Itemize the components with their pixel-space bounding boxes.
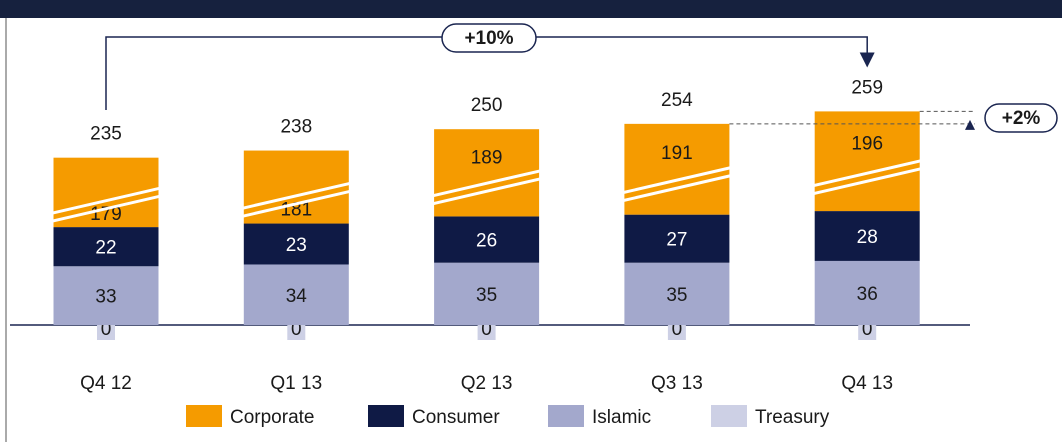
total-label: 254 bbox=[661, 90, 693, 111]
value-label: 35 bbox=[476, 285, 497, 306]
bar-segment bbox=[624, 214, 730, 263]
value-label: 36 bbox=[857, 284, 878, 305]
axis-break bbox=[235, 188, 358, 220]
value-label: 26 bbox=[476, 231, 497, 252]
value-label: 35 bbox=[666, 285, 687, 306]
value-label: 33 bbox=[95, 287, 116, 308]
legend-label: Treasury bbox=[755, 407, 830, 428]
value-label: 28 bbox=[857, 227, 878, 248]
bar-segment bbox=[53, 227, 159, 267]
axis-break bbox=[45, 185, 167, 217]
annotation-oval bbox=[984, 103, 1058, 133]
axis-break bbox=[45, 193, 167, 225]
axis-break bbox=[425, 175, 548, 207]
bar-segment bbox=[243, 264, 349, 325]
legend-swatch bbox=[711, 405, 747, 427]
value-label: 0 bbox=[291, 319, 302, 340]
value-label: 27 bbox=[666, 230, 687, 251]
value-label: 0 bbox=[672, 319, 683, 340]
x-tick-label: Q4 13 bbox=[841, 373, 893, 394]
value-label: 0 bbox=[101, 319, 112, 340]
value-label: 189 bbox=[471, 147, 503, 168]
total-label: 259 bbox=[851, 77, 883, 98]
legend-swatch bbox=[548, 405, 584, 427]
bar-segment bbox=[434, 262, 540, 325]
total-label: 250 bbox=[471, 95, 503, 116]
bar-segment bbox=[434, 129, 540, 217]
header-bar bbox=[0, 0, 1062, 18]
annotation: +10% bbox=[464, 28, 513, 49]
axis-break bbox=[806, 165, 929, 197]
bar-segment bbox=[624, 123, 730, 215]
x-tick-label: Q2 13 bbox=[461, 373, 513, 394]
bar-segment bbox=[243, 223, 349, 265]
value-label: 22 bbox=[95, 238, 116, 259]
annotation-oval bbox=[441, 23, 537, 53]
annotation: +2% bbox=[1002, 108, 1041, 129]
x-tick-label: Q4 12 bbox=[80, 373, 132, 394]
bar-segment bbox=[624, 262, 730, 325]
arrow-head bbox=[965, 119, 975, 130]
value-label: 0 bbox=[481, 319, 492, 340]
axis-break bbox=[235, 180, 358, 212]
axis-break bbox=[425, 167, 548, 199]
total-label: 235 bbox=[90, 124, 122, 145]
bar-segment bbox=[53, 266, 159, 325]
x-tick-label: Q3 13 bbox=[651, 373, 703, 394]
value-label: 23 bbox=[286, 235, 307, 256]
x-tick-label: Q1 13 bbox=[270, 373, 322, 394]
axis-break bbox=[616, 172, 738, 204]
value-label: 34 bbox=[286, 286, 308, 307]
legend-label: Consumer bbox=[412, 407, 500, 428]
value-label: 191 bbox=[661, 143, 693, 164]
bar-segment bbox=[434, 216, 540, 263]
bar-segment bbox=[814, 260, 920, 325]
legend-label: Corporate bbox=[230, 407, 315, 428]
value-label: 0 bbox=[862, 319, 873, 340]
legend-label: Islamic bbox=[592, 407, 651, 428]
axis-break bbox=[806, 157, 929, 189]
bar-segment bbox=[814, 211, 920, 261]
legend-swatch bbox=[368, 405, 404, 427]
total-label: 238 bbox=[280, 117, 312, 138]
bar-segment bbox=[814, 111, 920, 212]
axis-break bbox=[616, 164, 738, 196]
legend-swatch bbox=[186, 405, 222, 427]
value-label: 196 bbox=[851, 133, 883, 154]
